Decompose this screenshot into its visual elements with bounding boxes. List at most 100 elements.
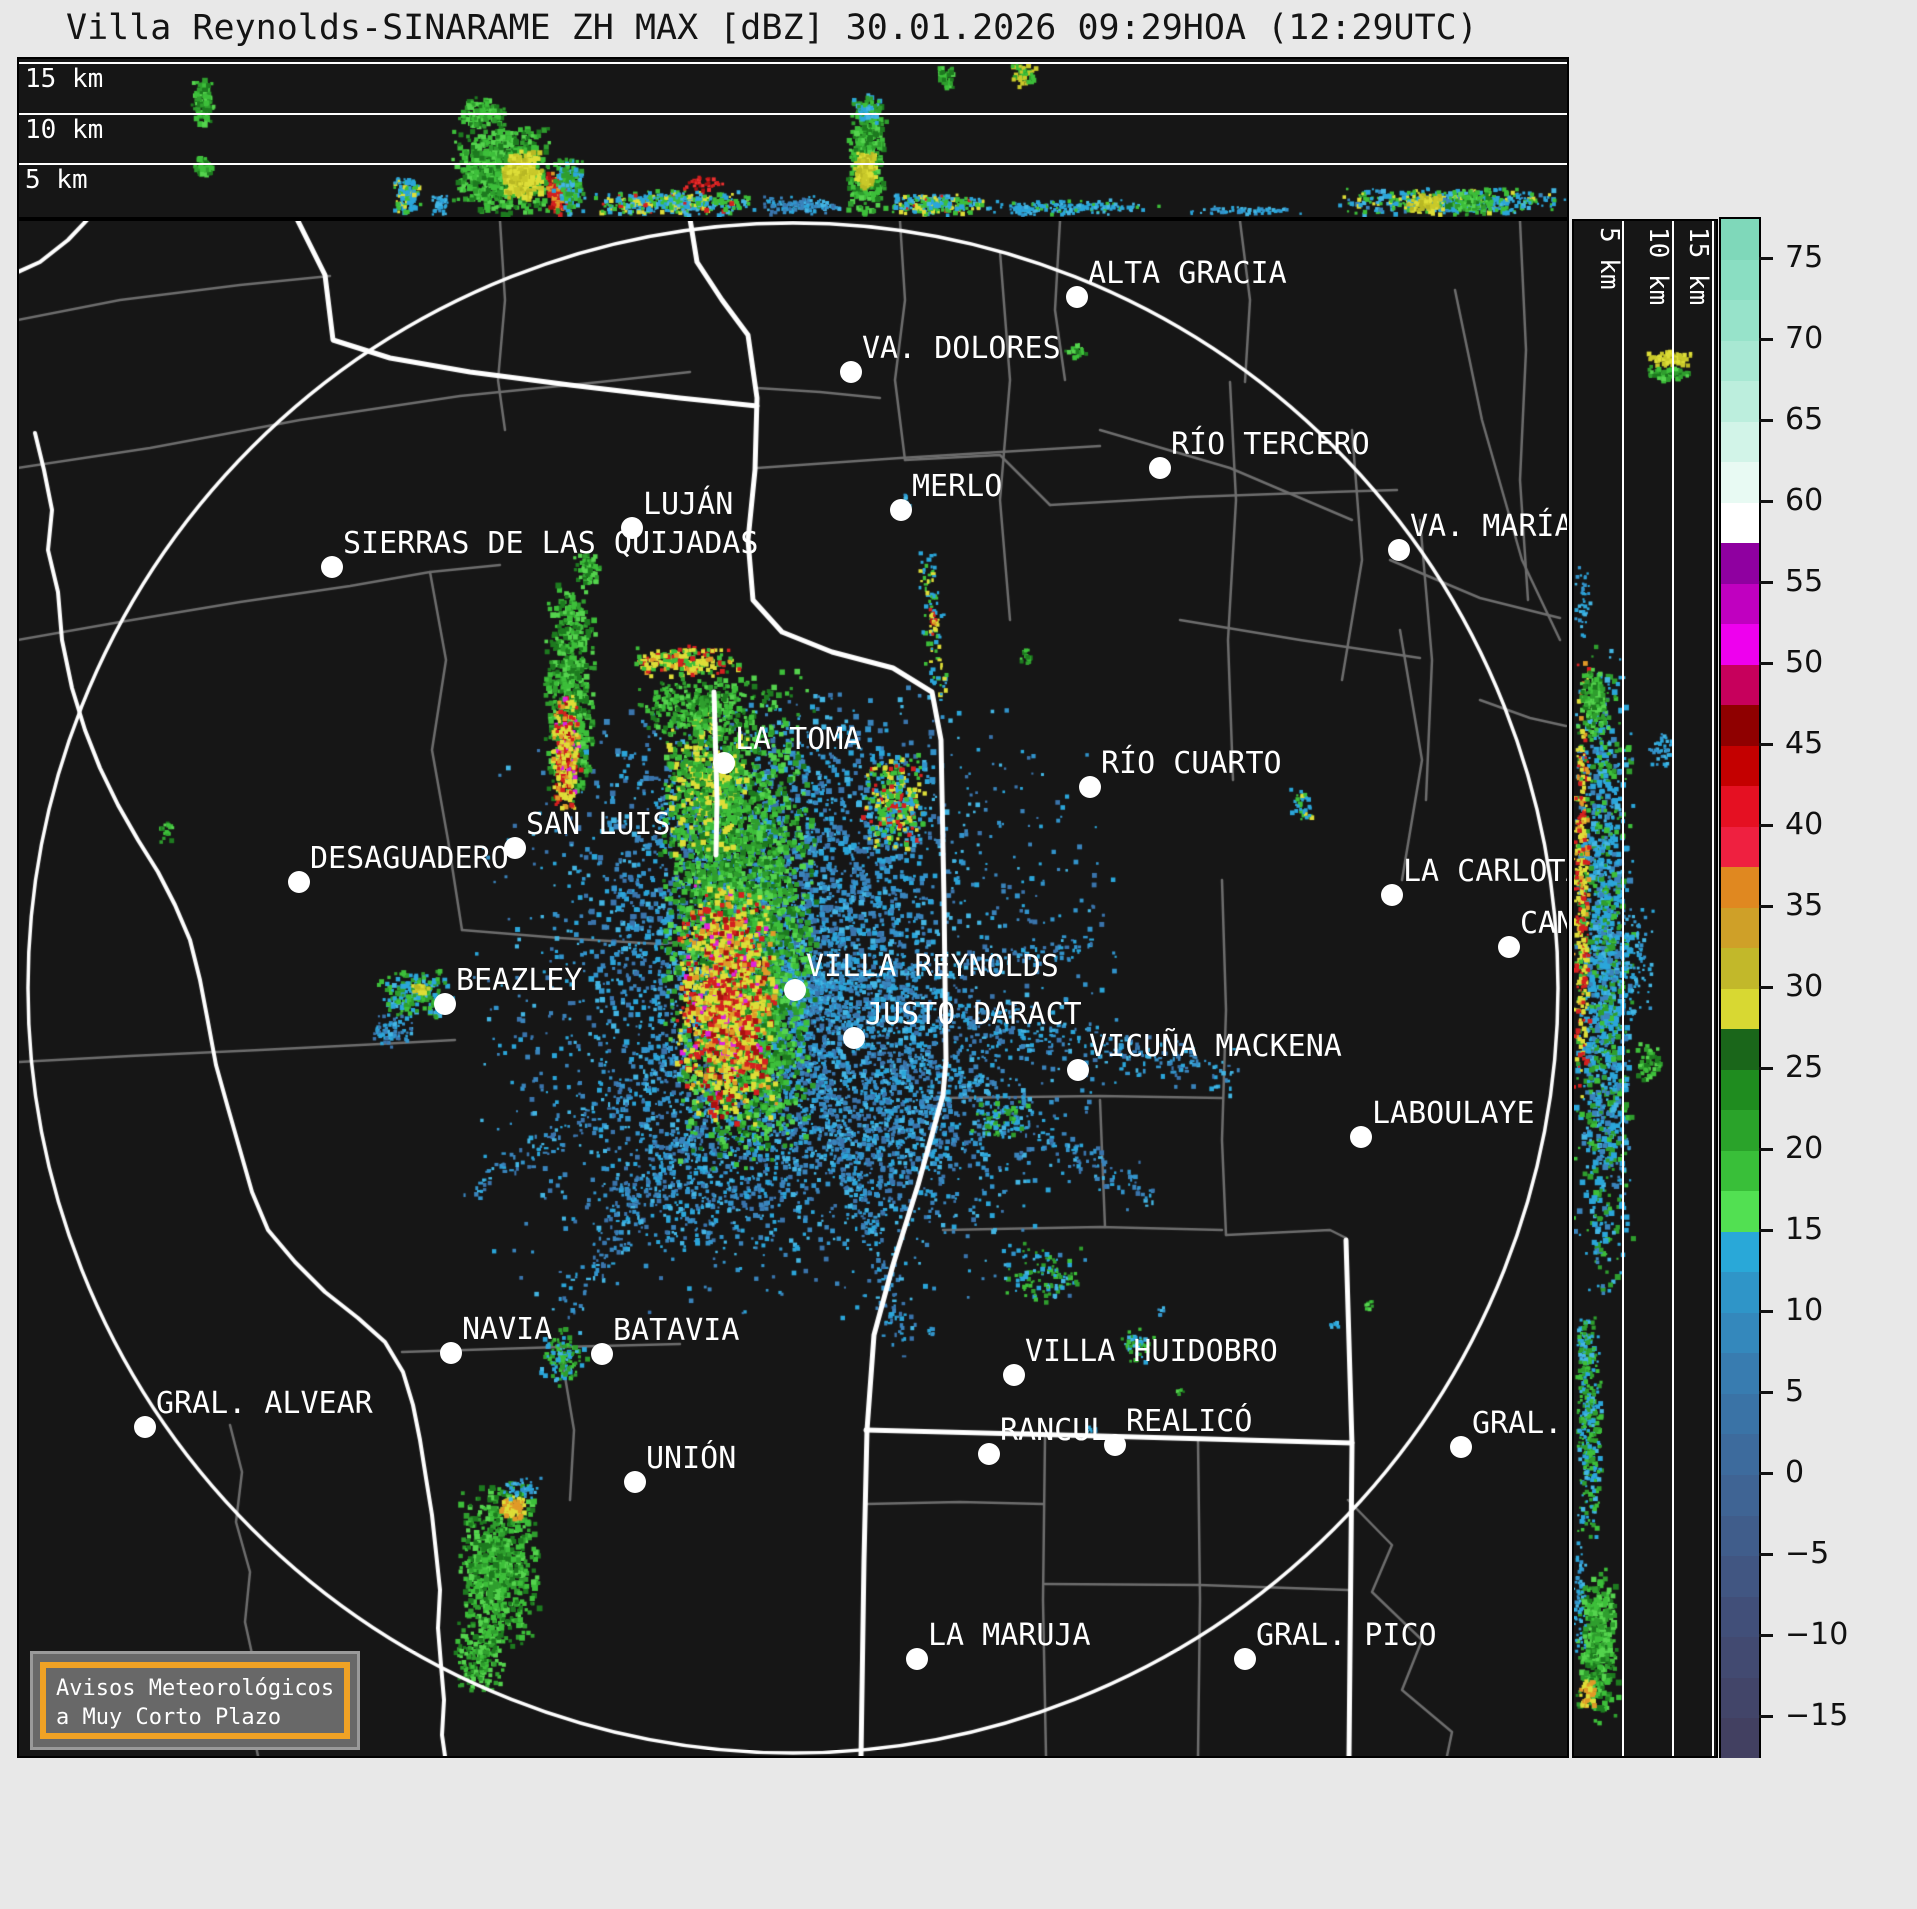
city-label: RÍO TERCERO: [1171, 427, 1370, 462]
colorbar-block: [1721, 745, 1759, 787]
colorbar-block: [1721, 1556, 1759, 1597]
city-dot: [978, 1443, 1000, 1465]
colorbar-block: [1721, 462, 1759, 503]
colorbar-tick-label: 15: [1785, 1212, 1824, 1248]
colorbar-block: [1721, 948, 1759, 989]
city-dot: [440, 1342, 462, 1364]
colorbar-tick: [1759, 256, 1773, 260]
colorbar-block: [1721, 1718, 1759, 1759]
city-label: LUJÁN: [643, 487, 734, 522]
colorbar-tick-label: 0: [1785, 1455, 1805, 1491]
city-label: DESAGUADERO: [310, 841, 509, 876]
colorbar-tick: [1759, 986, 1773, 989]
colorbar-tick-label: 25: [1785, 1050, 1824, 1086]
city-label: LA CARLOTA: [1403, 854, 1569, 889]
colorbar-block: [1721, 1312, 1759, 1354]
city-dot: [504, 837, 526, 859]
reflectivity-colorbar: [1719, 217, 1761, 1761]
city-label: VA. MARÍA: [1410, 509, 1569, 544]
colorbar-tick: [1759, 499, 1773, 503]
city-dot: [1450, 1436, 1472, 1458]
city-label: VILLA REYNOLDS: [806, 949, 1059, 984]
advisory-line2: a Muy Corto Plazo: [56, 1705, 282, 1730]
city-dot: [591, 1343, 613, 1365]
colorbar-tick: [1759, 418, 1773, 422]
right-cross-section-panel: 5 km 10 km 15 km: [1572, 219, 1718, 1758]
city-label: CANALS: [1520, 906, 1569, 941]
colorbar-block: [1721, 1434, 1759, 1475]
city-dot: [624, 1471, 646, 1493]
city-dot: [1066, 286, 1088, 308]
city-label: ALTA GRACIA: [1088, 256, 1287, 291]
city-dot: [434, 993, 456, 1015]
colorbar-tick-label: 65: [1785, 401, 1824, 437]
colorbar-tick-label: 50: [1785, 644, 1824, 680]
altitude-label: 15 km: [1683, 227, 1713, 306]
advisory-line1: Avisos Meteorológicos: [56, 1676, 335, 1701]
altitude-label: 15 km: [25, 64, 104, 94]
colorbar-block: [1721, 421, 1759, 463]
colorbar-tick-label: 20: [1785, 1131, 1824, 1167]
colorbar-block: [1721, 1150, 1759, 1192]
colorbar-block: [1721, 664, 1759, 706]
colorbar-tick: [1759, 742, 1773, 746]
colorbar-block: [1721, 1677, 1759, 1719]
colorbar-block: [1721, 1110, 1759, 1151]
colorbar-tick: [1759, 1148, 1773, 1152]
city-label: NAVIA: [462, 1312, 553, 1347]
altitude-line-15km: [19, 62, 1567, 64]
colorbar-tick: [1759, 1472, 1773, 1476]
advisory-box[interactable]: Avisos Meteorológicos a Muy Corto Plazo: [30, 1651, 360, 1750]
city-dot: [784, 979, 806, 1001]
colorbar-block: [1721, 340, 1759, 382]
colorbar-block: [1721, 1069, 1759, 1111]
colorbar-tick: [1759, 1715, 1773, 1719]
advisory-box-border: Avisos Meteorológicos a Muy Corto Plazo: [40, 1662, 350, 1739]
colorbar-tick: [1759, 1634, 1773, 1638]
colorbar-tick-label: −5: [1785, 1536, 1830, 1572]
colorbar-block: [1721, 1393, 1759, 1435]
colorbar-block: [1721, 907, 1759, 949]
colorbar-tick: [1759, 1310, 1773, 1314]
altitude-line-5km: [19, 163, 1567, 165]
colorbar-tick: [1759, 661, 1773, 665]
city-dot: [843, 1027, 865, 1049]
colorbar-block: [1721, 1231, 1759, 1273]
altitude-line-10km: [19, 113, 1567, 115]
colorbar-block: [1721, 259, 1759, 301]
colorbar-tick: [1759, 823, 1773, 827]
colorbar-tick-label: 55: [1785, 563, 1824, 599]
colorbar-block: [1721, 786, 1759, 827]
city-label: LA TOMA: [735, 722, 862, 757]
colorbar-tick: [1759, 1553, 1773, 1557]
right-cross-section-canvas: [1574, 221, 1716, 1756]
colorbar-block: [1721, 1029, 1759, 1070]
altitude-label: 10 km: [25, 115, 104, 145]
city-label: VILLA HUIDOBRO: [1025, 1334, 1278, 1369]
colorbar-tick-label: 10: [1785, 1293, 1824, 1329]
city-label: SAN LUIS: [526, 807, 671, 842]
city-dot: [1234, 1648, 1256, 1670]
altitude-line-15km: [1712, 221, 1714, 1756]
city-dot: [1067, 1059, 1089, 1081]
city-label: GRAL. VILLEGAS: [1472, 1406, 1567, 1441]
city-label: BATAVIA: [613, 1313, 740, 1348]
altitude-line-10km: [1672, 221, 1674, 1756]
colorbar-tick-label: 70: [1785, 320, 1824, 356]
city-dot: [134, 1416, 156, 1438]
city-label: SIERRAS DE LAS QUIJADAS: [343, 526, 759, 561]
colorbar-tick: [1759, 904, 1773, 908]
colorbar-block: [1721, 988, 1759, 1030]
colorbar-block: [1721, 300, 1759, 341]
city-dot: [1381, 884, 1403, 906]
city-dot: [1388, 539, 1410, 561]
city-label: RANCUL: [1000, 1413, 1109, 1448]
colorbar-block: [1721, 1637, 1759, 1678]
top-cross-section-canvas: [19, 59, 1567, 217]
city-label: BEAZLEY: [456, 963, 583, 998]
city-dot: [906, 1648, 928, 1670]
city-dot: [288, 871, 310, 893]
city-label: UNIÓN: [646, 1441, 737, 1476]
colorbar-tick-label: 60: [1785, 482, 1824, 518]
